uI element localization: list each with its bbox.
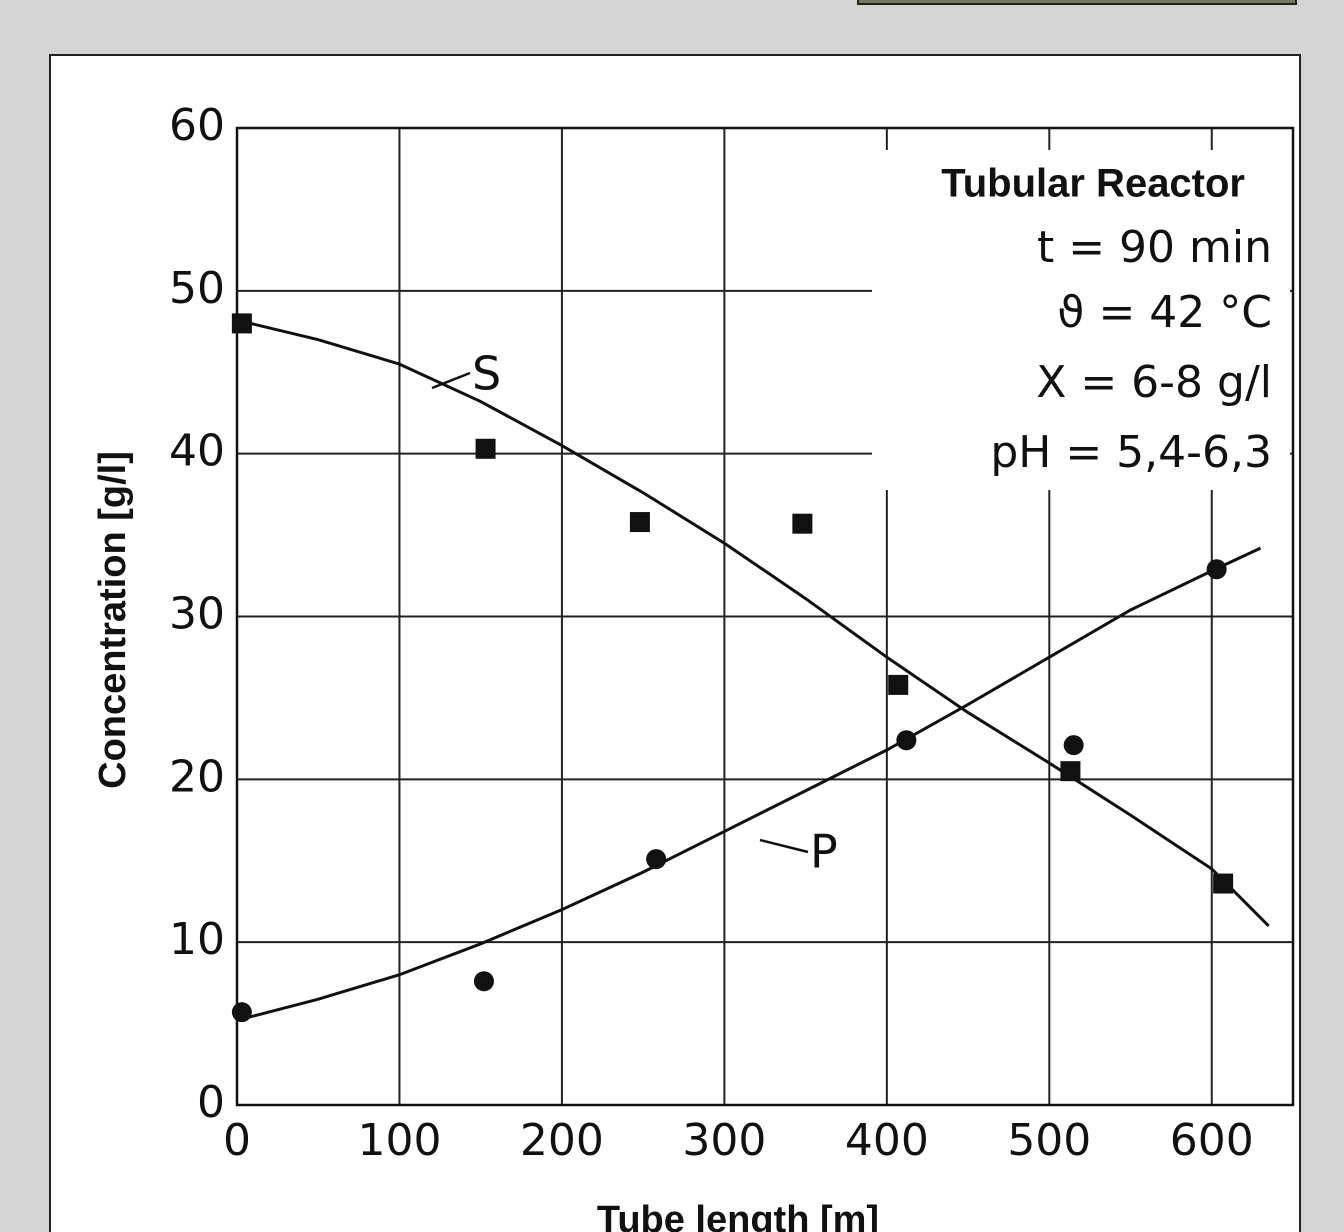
label-leader [431, 371, 471, 390]
y-tick-label: 10 [169, 914, 225, 965]
box-line: X = 6-8 g/l [1036, 357, 1272, 408]
x-tick-label: 200 [520, 1115, 604, 1166]
plot-frame [235, 126, 1295, 1107]
curve-label: P [810, 825, 838, 879]
x-tick-label: 500 [1007, 1115, 1091, 1166]
box-background [872, 150, 1290, 490]
y-tick-label: 50 [169, 263, 225, 314]
point [475, 438, 496, 459]
x-tick-label: 400 [845, 1115, 929, 1166]
point [629, 512, 650, 533]
fit-curve [236, 318, 1270, 927]
point [888, 674, 909, 695]
point [1213, 873, 1234, 894]
x-axis-title: Tube length [m] [597, 1199, 879, 1232]
y-tick-label: 30 [169, 589, 225, 640]
point [792, 513, 813, 534]
y-tick-label: 0 [197, 1077, 225, 1128]
point [231, 313, 252, 334]
label-leader [759, 838, 809, 854]
y-tick-label: 20 [169, 751, 225, 802]
x-tick-label: 0 [223, 1115, 251, 1166]
point [231, 1002, 252, 1023]
point [1063, 735, 1084, 756]
point [473, 971, 494, 992]
point [646, 849, 667, 870]
point [1206, 559, 1227, 580]
box-line: pH = 5,4-6,3 [990, 427, 1272, 478]
x-tick-label: 100 [357, 1115, 441, 1166]
box-line: t = 90 min [1037, 222, 1272, 273]
curve-label: S [472, 347, 501, 401]
point [1060, 761, 1081, 782]
x-tick-label: 300 [682, 1115, 766, 1166]
y-axis-title: Concentration [g/l] [92, 451, 134, 789]
box-title: Tubular Reactor [941, 162, 1245, 206]
x-tick-label: 600 [1170, 1115, 1254, 1166]
box-line: ϑ = 42 °C [1057, 287, 1272, 338]
grid [235, 126, 1295, 1107]
fit-curve [236, 546, 1262, 1022]
image-frame [857, 0, 1297, 5]
y-tick-label: 60 [169, 100, 225, 151]
y-tick-label: 40 [169, 426, 225, 477]
point [896, 730, 917, 751]
